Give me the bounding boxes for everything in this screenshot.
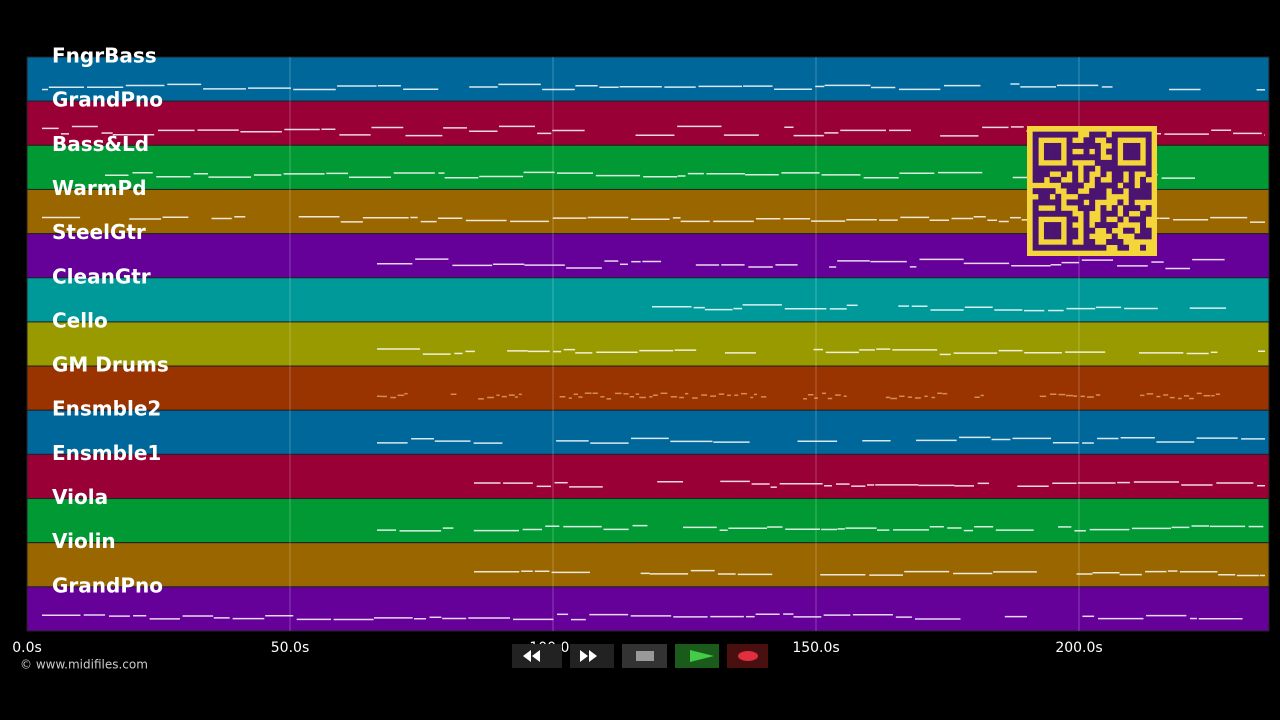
track-band — [26, 277, 1270, 323]
x-tick-label: 100.0s — [529, 640, 576, 656]
track-label: GM Drums — [52, 353, 169, 377]
x-tick-label: 200.0s — [1055, 640, 1102, 656]
track-label: Bass&Ld — [52, 132, 149, 156]
track-band — [26, 409, 1270, 455]
track-band — [26, 365, 1270, 411]
track-label: SteelGtr — [52, 220, 146, 244]
track-label: Cello — [52, 308, 108, 332]
track-label: FngrBass — [52, 44, 157, 68]
track-label: Viola — [52, 485, 108, 509]
track-label: GrandPno — [52, 88, 163, 112]
track-label: WarmPd — [52, 176, 147, 200]
track-band — [26, 100, 1270, 146]
x-tick-label: 50.0s — [271, 640, 309, 656]
x-tick-label: 0.0s — [12, 640, 42, 656]
track-label: GrandPno — [52, 573, 163, 597]
tracks — [26, 56, 1270, 632]
credit: © www.midifiles.com — [20, 658, 148, 672]
track-band — [26, 321, 1270, 367]
track-band — [26, 56, 1270, 102]
track-band — [26, 586, 1270, 632]
track-band — [26, 453, 1270, 500]
track-label: Ensmble1 — [52, 441, 161, 465]
track-label: Ensmble2 — [52, 397, 161, 421]
track-band — [26, 144, 1270, 190]
track-band — [26, 498, 1270, 544]
track-band — [26, 542, 1270, 588]
track-label: CleanGtr — [52, 264, 151, 288]
track-band — [26, 188, 1270, 235]
track-band — [26, 233, 1270, 279]
x-tick-label: 150.0s — [792, 640, 839, 656]
track-label: Violin — [52, 529, 116, 553]
